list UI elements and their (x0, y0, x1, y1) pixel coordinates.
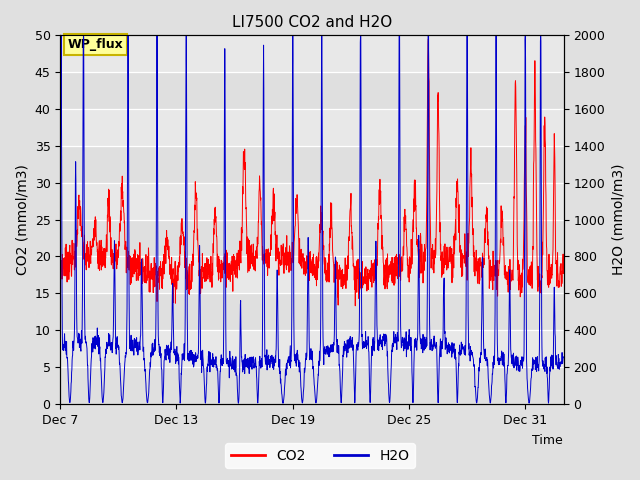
Text: WP_flux: WP_flux (68, 38, 124, 51)
CO2 (546, 269, 554, 275)
CO2 (560, 270, 568, 276)
Bar (60, 220, 564, 256)
H2O (57, 33, 65, 38)
Title: LI7500 CO2 and H2O: LI7500 CO2 and H2O (232, 15, 392, 30)
Y-axis label: H2O (mmol/m3): H2O (mmol/m3) (611, 164, 625, 276)
H2O (289, 157, 296, 163)
H2O (302, 356, 310, 362)
H2O (83, 339, 90, 345)
Bar (60, 146, 564, 183)
CO2 (454, 179, 461, 184)
Bar (60, 72, 564, 109)
CO2 (351, 303, 359, 309)
CO2 (288, 259, 296, 264)
Line: H2O: H2O (60, 36, 564, 403)
CO2 (301, 262, 309, 268)
Legend: CO2, H2O: CO2, H2O (225, 443, 415, 468)
CO2 (56, 246, 64, 252)
Line: CO2: CO2 (60, 39, 564, 306)
CO2 (424, 36, 432, 42)
H2O (546, 374, 554, 380)
H2O (560, 354, 568, 360)
CO2 (82, 251, 90, 256)
H2O (279, 400, 287, 406)
H2O (546, 369, 554, 375)
H2O (454, 400, 461, 406)
CO2 (546, 281, 554, 287)
H2O (56, 233, 64, 239)
Y-axis label: CO2 (mmol/m3): CO2 (mmol/m3) (15, 164, 29, 275)
Bar (60, 293, 564, 330)
Text: Time: Time (532, 434, 563, 447)
Bar (60, 367, 564, 404)
